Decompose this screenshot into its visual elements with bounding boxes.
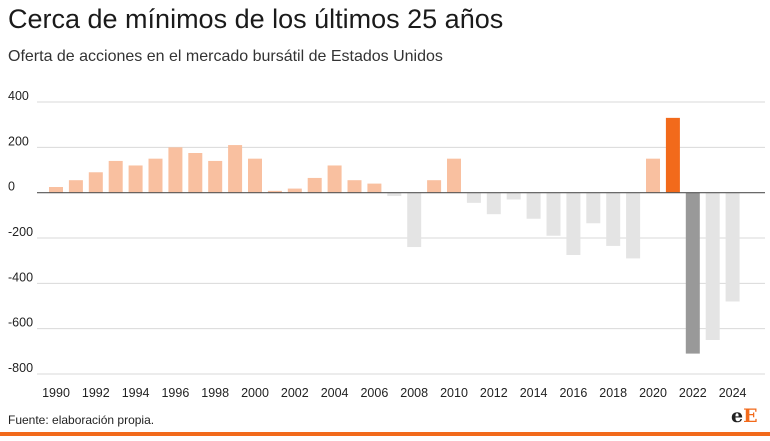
bar-2006 — [367, 183, 382, 193]
y-tick-label: -400 — [8, 270, 33, 284]
bar-2012 — [486, 192, 501, 215]
bar-2007 — [387, 192, 402, 197]
bar-2019 — [626, 192, 641, 259]
x-tick-label: 2016 — [559, 386, 587, 400]
x-tick-label: 2006 — [360, 386, 388, 400]
bar-2004 — [327, 165, 342, 193]
chart-subtitle: Oferta de acciones en el mercado bursáti… — [8, 48, 443, 65]
x-axis-ticks: 1990 1992 1994 1996 1998 2000 2002 2004 2006 2008… — [42, 386, 746, 400]
y-tick-label: 200 — [8, 134, 29, 148]
x-tick-label: 1990 — [42, 386, 70, 400]
bar-2024 — [725, 192, 740, 302]
bar-2003 — [307, 177, 322, 193]
bar-1992 — [88, 172, 103, 193]
y-tick-label: -800 — [8, 361, 33, 375]
bar-2023 — [705, 192, 720, 340]
bottom-accent-bar — [0, 432, 770, 436]
bar-2020 — [646, 158, 660, 193]
y-tick-label: -200 — [8, 225, 33, 239]
bar-1996 — [168, 147, 183, 193]
y-tick-label: -600 — [8, 316, 33, 330]
x-tick-label: 2024 — [719, 386, 747, 400]
bars — [49, 117, 740, 354]
y-axis-ticks: 400 200 0 -200 -400 -600 -800 — [8, 89, 33, 375]
x-tick-label: 2020 — [639, 386, 667, 400]
x-tick-label: 2018 — [599, 386, 627, 400]
bar-2010 — [447, 158, 461, 193]
x-tick-label: 2008 — [400, 386, 428, 400]
y-tick-label: 0 — [8, 180, 15, 194]
x-tick-label: 2010 — [440, 386, 468, 400]
logo-letter-e: e — [731, 405, 744, 427]
source-note: Fuente: elaboración propia. — [8, 413, 155, 427]
bar-1997 — [188, 153, 203, 193]
bar-2016 — [566, 192, 581, 255]
bar-2005 — [347, 180, 362, 193]
x-tick-label: 2022 — [679, 386, 707, 400]
bar-2011 — [466, 192, 481, 203]
bar-2017 — [586, 192, 601, 224]
x-tick-label: 1998 — [201, 386, 229, 400]
gridlines — [37, 101, 765, 375]
bar-1994 — [128, 165, 143, 193]
chart-title: Cerca de mínimos de los últimos 25 años — [8, 4, 504, 34]
x-tick-label: 2004 — [321, 386, 349, 400]
bar-1991 — [68, 180, 83, 193]
bar-1993 — [108, 160, 123, 193]
bar-2021 — [665, 117, 680, 193]
brand-logo: eE — [731, 405, 758, 427]
logo-letter-E: E — [743, 405, 758, 427]
x-tick-label: 2000 — [241, 386, 269, 400]
x-tick-label: 1996 — [161, 386, 189, 400]
bar-2018 — [606, 192, 621, 246]
x-tick-label: 2012 — [480, 386, 508, 400]
bar-2008 — [407, 192, 422, 248]
bar-2000 — [248, 158, 262, 193]
bar-2014 — [526, 192, 541, 219]
x-tick-label: 2014 — [520, 386, 548, 400]
bar-2015 — [546, 192, 561, 236]
bar-2002 — [287, 188, 302, 193]
bar-2022 — [685, 192, 700, 354]
x-tick-label: 1994 — [122, 386, 150, 400]
bar-1999 — [228, 145, 243, 193]
bar-2013 — [506, 192, 521, 200]
x-tick-label: 1992 — [82, 386, 110, 400]
bar-1990 — [49, 187, 63, 193]
y-tick-label: 400 — [8, 89, 29, 103]
bar-1995 — [148, 158, 163, 193]
bar-1998 — [208, 160, 223, 193]
bar-2001 — [267, 190, 282, 193]
x-tick-label: 2002 — [281, 386, 309, 400]
bar-2009 — [427, 180, 442, 193]
